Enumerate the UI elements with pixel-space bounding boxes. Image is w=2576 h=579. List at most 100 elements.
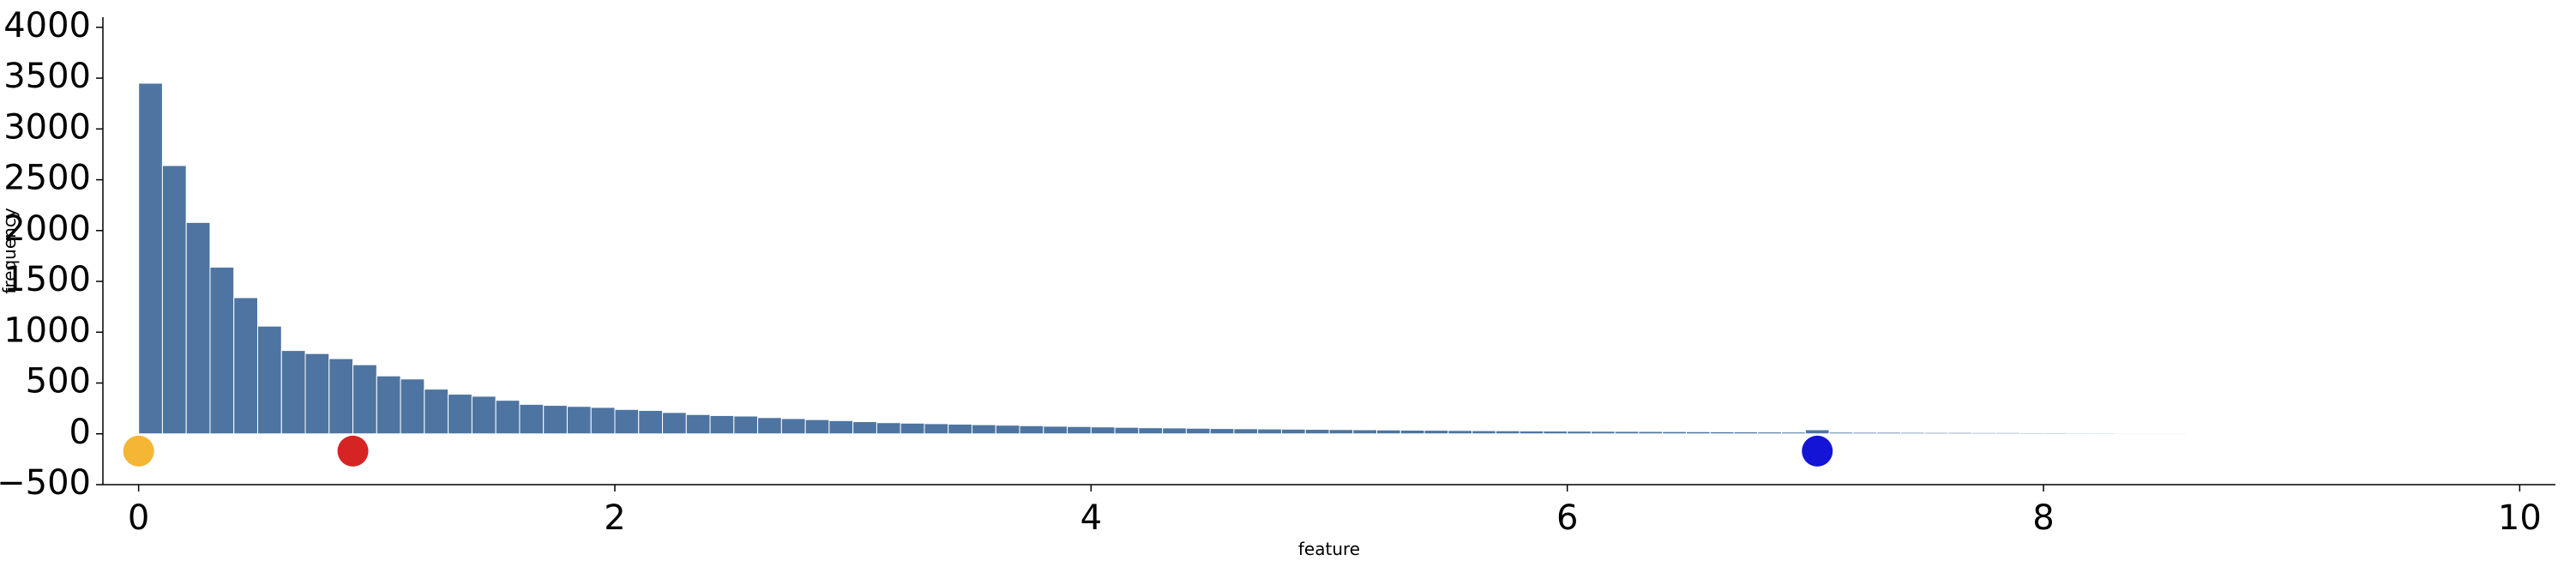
histogram-bar: [1615, 431, 1639, 434]
histogram-bar: [448, 395, 472, 434]
x-axis-label: feature: [1298, 539, 1360, 559]
histogram-bar: [1186, 428, 1210, 434]
histogram-bar: [781, 419, 805, 434]
histogram-bar: [1448, 431, 1472, 434]
histogram-bar: [2043, 432, 2067, 433]
histogram-bar: [1044, 426, 1068, 434]
histogram-bar: [520, 404, 544, 433]
histogram-bar: [2353, 433, 2377, 434]
histogram-bar: [1496, 431, 1520, 434]
histogram-bar: [1210, 429, 1234, 434]
histogram-bar: [139, 83, 163, 434]
x-tick-label: 0: [128, 498, 149, 538]
histogram-bar: [1591, 431, 1615, 434]
y-tick-label: 0: [69, 413, 91, 452]
histogram-bar: [544, 406, 568, 434]
marker-dot: [338, 436, 369, 467]
histogram-bar: [1972, 432, 1996, 433]
histogram-bar: [972, 425, 996, 434]
histogram-bar: [2067, 433, 2091, 434]
histogram-bar: [329, 359, 353, 434]
histogram-bar: [2448, 433, 2472, 434]
histogram-bar: [162, 166, 186, 434]
histogram-bar: [900, 423, 924, 433]
histogram-bar: [1329, 430, 1353, 434]
y-tick-label: 3500: [3, 57, 91, 96]
histogram-bar: [1115, 427, 1139, 434]
histogram-bar: [758, 418, 782, 434]
histogram-bar: [1305, 430, 1329, 434]
histogram-bar: [2472, 433, 2496, 434]
histogram-bar: [710, 415, 734, 433]
histogram-bar: [829, 420, 853, 433]
histogram-bar: [2019, 432, 2043, 433]
histogram-bar: [1758, 432, 1782, 434]
histogram-bar: [2091, 433, 2116, 434]
histogram-bar: [281, 351, 305, 434]
histogram-bar: [2329, 433, 2353, 434]
x-tick-label: 8: [2032, 498, 2054, 538]
y-tick-label: 2500: [3, 159, 91, 198]
histogram-bar: [853, 422, 877, 434]
histogram-bar: [2401, 433, 2425, 434]
histogram-bar: [1163, 428, 1187, 434]
histogram-bar: [1424, 431, 1448, 434]
histogram-bar: [1544, 431, 1568, 434]
histogram-bar: [210, 267, 234, 433]
histogram-bar: [1687, 431, 1711, 433]
histogram-bar: [186, 222, 210, 433]
histogram-bar: [567, 407, 591, 434]
y-tick-label: 1000: [3, 311, 91, 350]
histogram-bar: [615, 409, 639, 433]
marker-dot: [1802, 436, 1833, 467]
histogram-bar: [1734, 432, 1758, 434]
histogram-bar: [1068, 426, 1092, 434]
y-tick-label: 3000: [3, 107, 91, 147]
histogram-bar: [1853, 432, 1877, 434]
histogram-bar: [1020, 425, 1044, 433]
histogram-bar: [876, 423, 900, 434]
histogram-bar: [2305, 433, 2329, 434]
histogram-bar: [2258, 433, 2282, 434]
histogram-bar: [924, 424, 948, 434]
histogram-bar: [2163, 433, 2187, 434]
histogram-bar: [1234, 429, 1258, 434]
x-tick-label: 6: [1556, 498, 1578, 538]
histogram-bar: [353, 365, 377, 434]
histogram-bar: [2187, 433, 2211, 434]
histogram-bar: [257, 326, 281, 434]
histogram-bar: [1139, 428, 1163, 434]
x-tick-label: 2: [604, 498, 625, 538]
histogram-bar: [591, 407, 615, 434]
histogram-bar: [663, 413, 687, 434]
histogram-bar: [2496, 433, 2520, 434]
y-tick-label: −500: [0, 463, 91, 503]
histogram-bar: [1782, 432, 1806, 434]
histogram-bar: [1639, 431, 1663, 434]
x-tick-label: 4: [1080, 498, 1102, 538]
y-tick-label: 4000: [3, 6, 91, 45]
marker-dot: [123, 436, 154, 467]
histogram-bar: [1091, 427, 1115, 434]
histogram-bar: [2424, 433, 2448, 434]
histogram-bar: [1829, 432, 1853, 434]
histogram-bar: [2282, 433, 2306, 434]
histogram-bar: [805, 419, 829, 434]
histogram-bar: [1663, 431, 1687, 434]
histogram-bar: [1805, 430, 1829, 434]
histogram-bar: [1568, 431, 1592, 434]
x-tick-label: 10: [2498, 498, 2542, 538]
histogram-bar: [1472, 431, 1496, 434]
histogram-bar: [2139, 433, 2163, 434]
histogram-bar: [1400, 430, 1424, 433]
histogram-bar: [639, 411, 663, 434]
histogram-bar: [2377, 433, 2401, 434]
histogram-bar: [996, 425, 1020, 434]
histogram-bar: [2234, 433, 2258, 434]
histogram-bar: [1520, 431, 1544, 433]
histogram-bar: [424, 389, 448, 434]
histogram-bar: [1995, 432, 2019, 433]
histogram-bar: [2115, 433, 2139, 434]
histogram-bar: [734, 416, 758, 434]
histogram-bar: [2210, 433, 2234, 434]
